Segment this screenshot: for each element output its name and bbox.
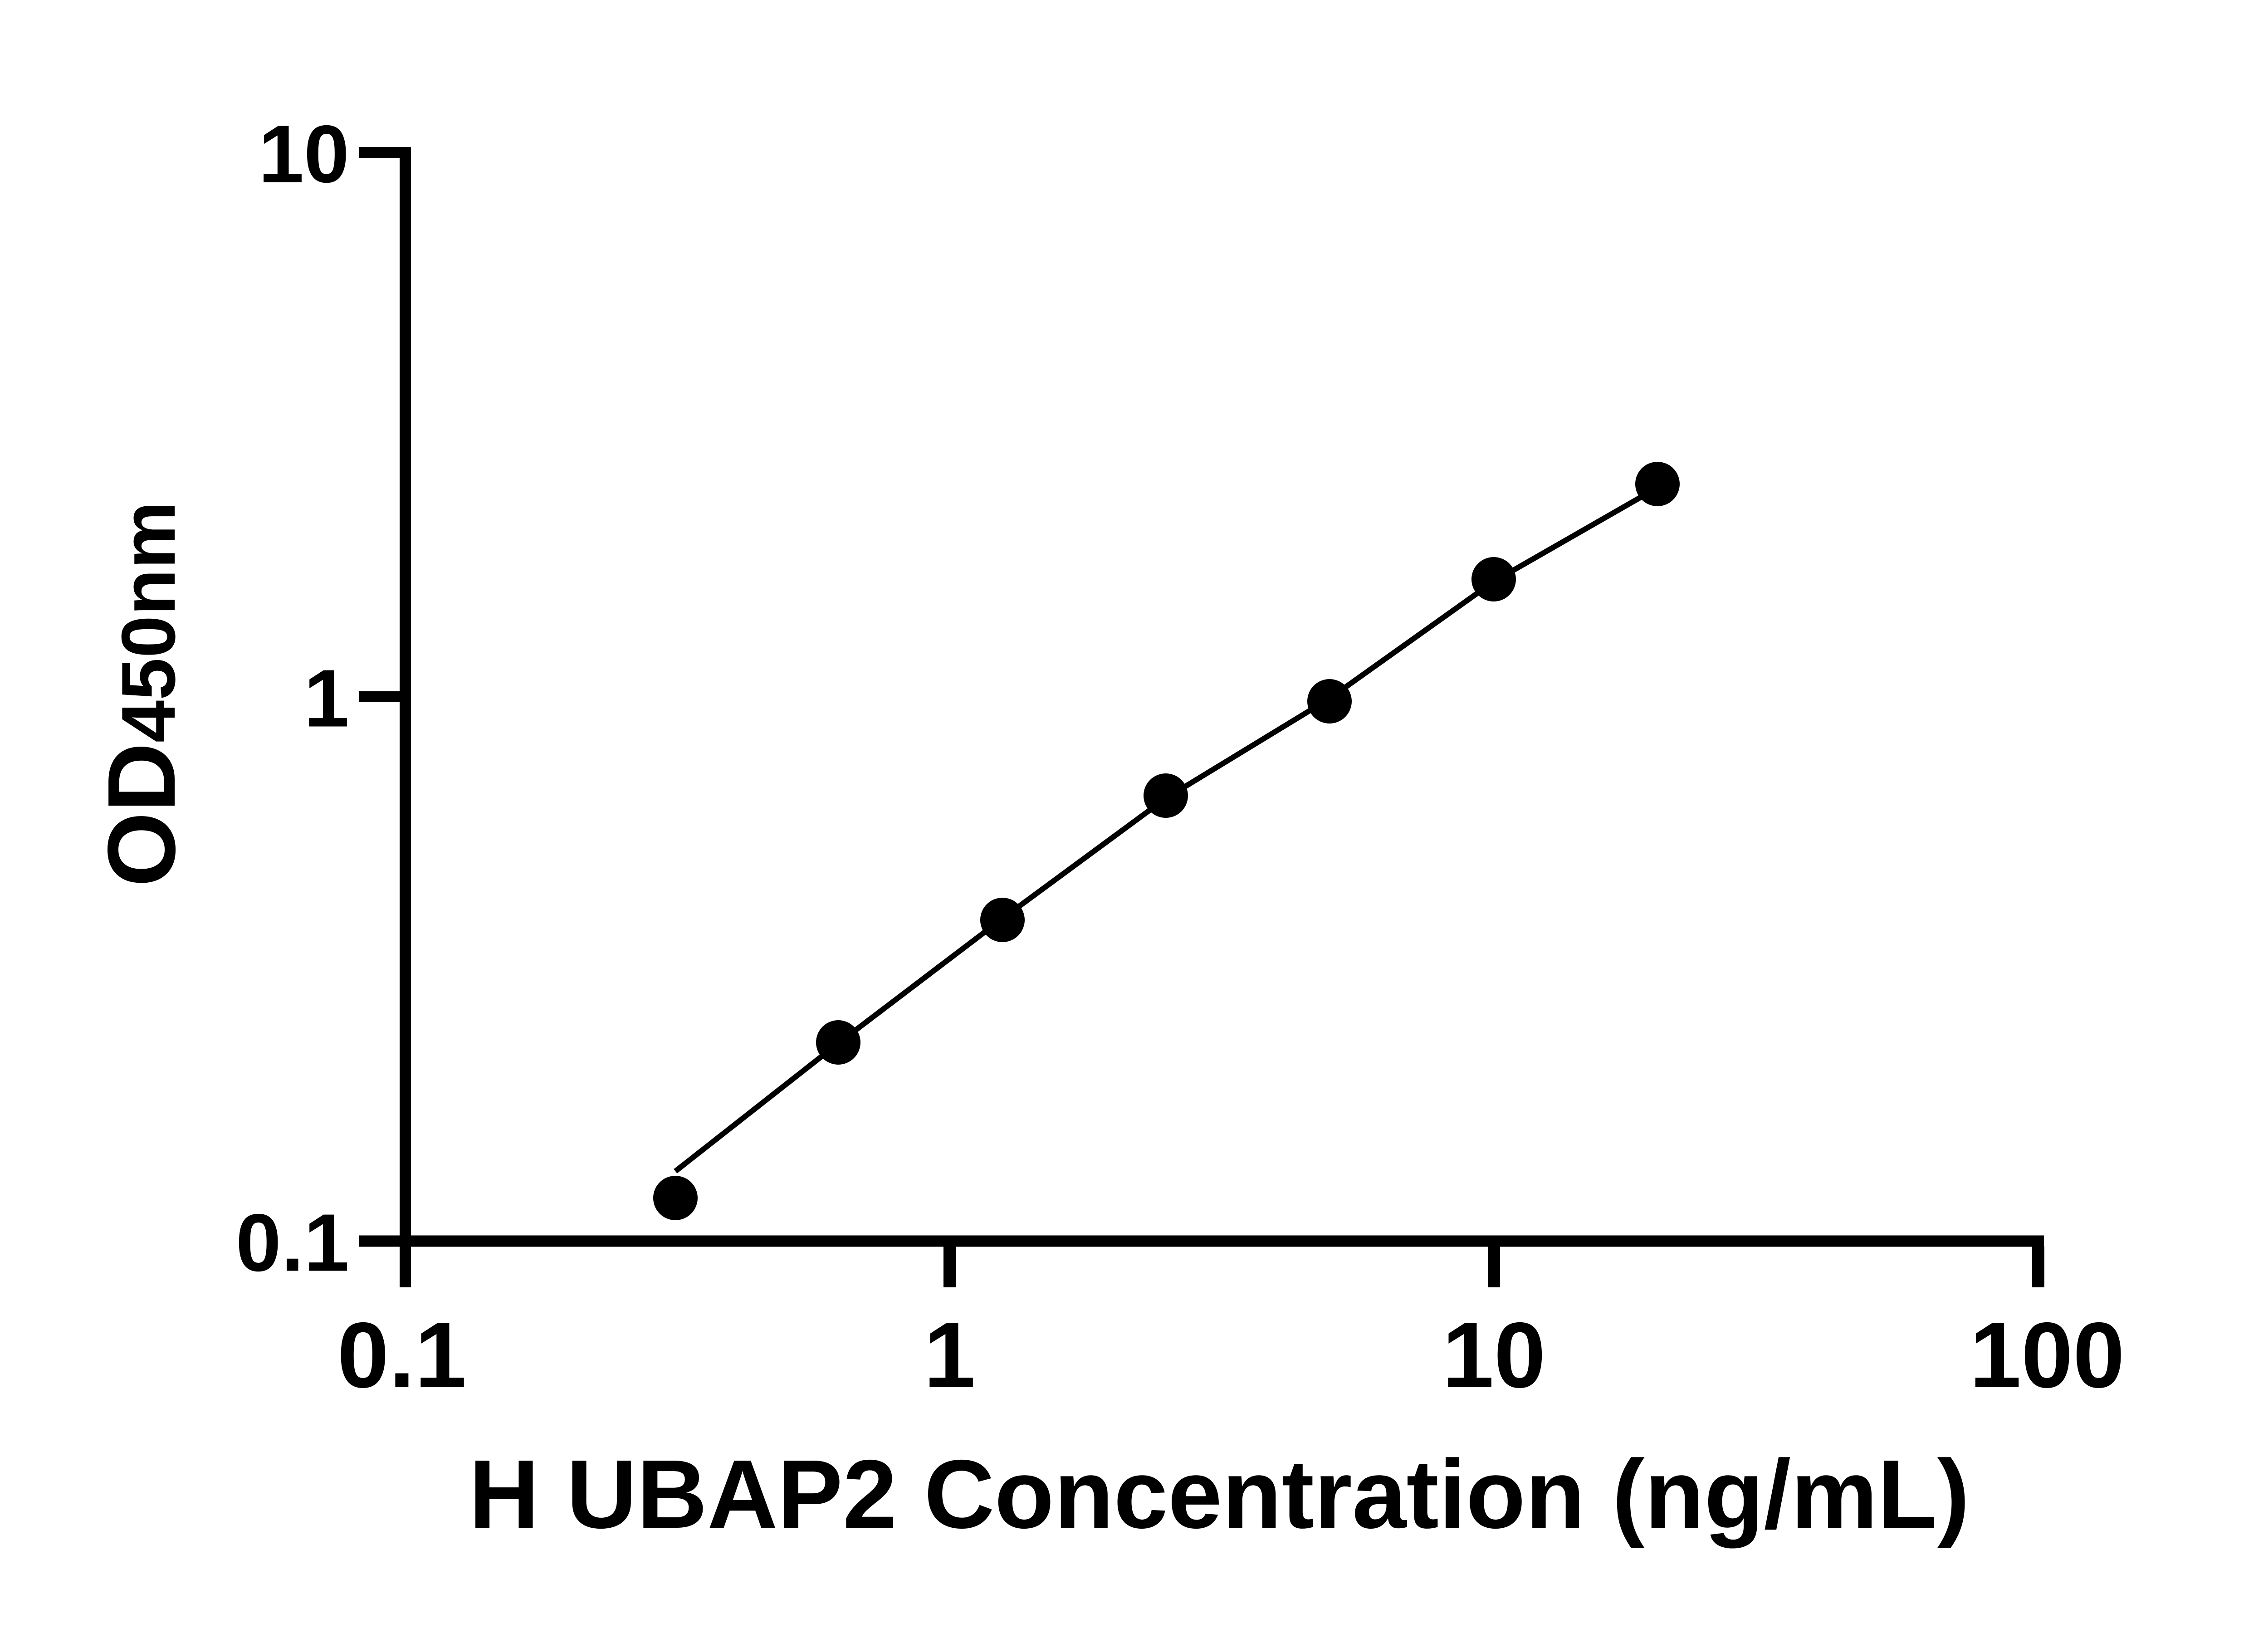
svg-text:100: 100	[1970, 1303, 2125, 1407]
svg-text:0.1: 0.1	[236, 1198, 349, 1289]
svg-text:0.1: 0.1	[337, 1303, 467, 1407]
svg-text:H UBAP2 Concentration (ng/mL): H UBAP2 Concentration (ng/mL)	[469, 1439, 1970, 1549]
svg-text:10: 10	[259, 109, 349, 200]
svg-text:1: 1	[304, 653, 349, 744]
svg-text:10: 10	[1442, 1303, 1545, 1407]
svg-text:OD450nm: OD450nm	[88, 501, 195, 887]
svg-text:1: 1	[924, 1303, 975, 1407]
